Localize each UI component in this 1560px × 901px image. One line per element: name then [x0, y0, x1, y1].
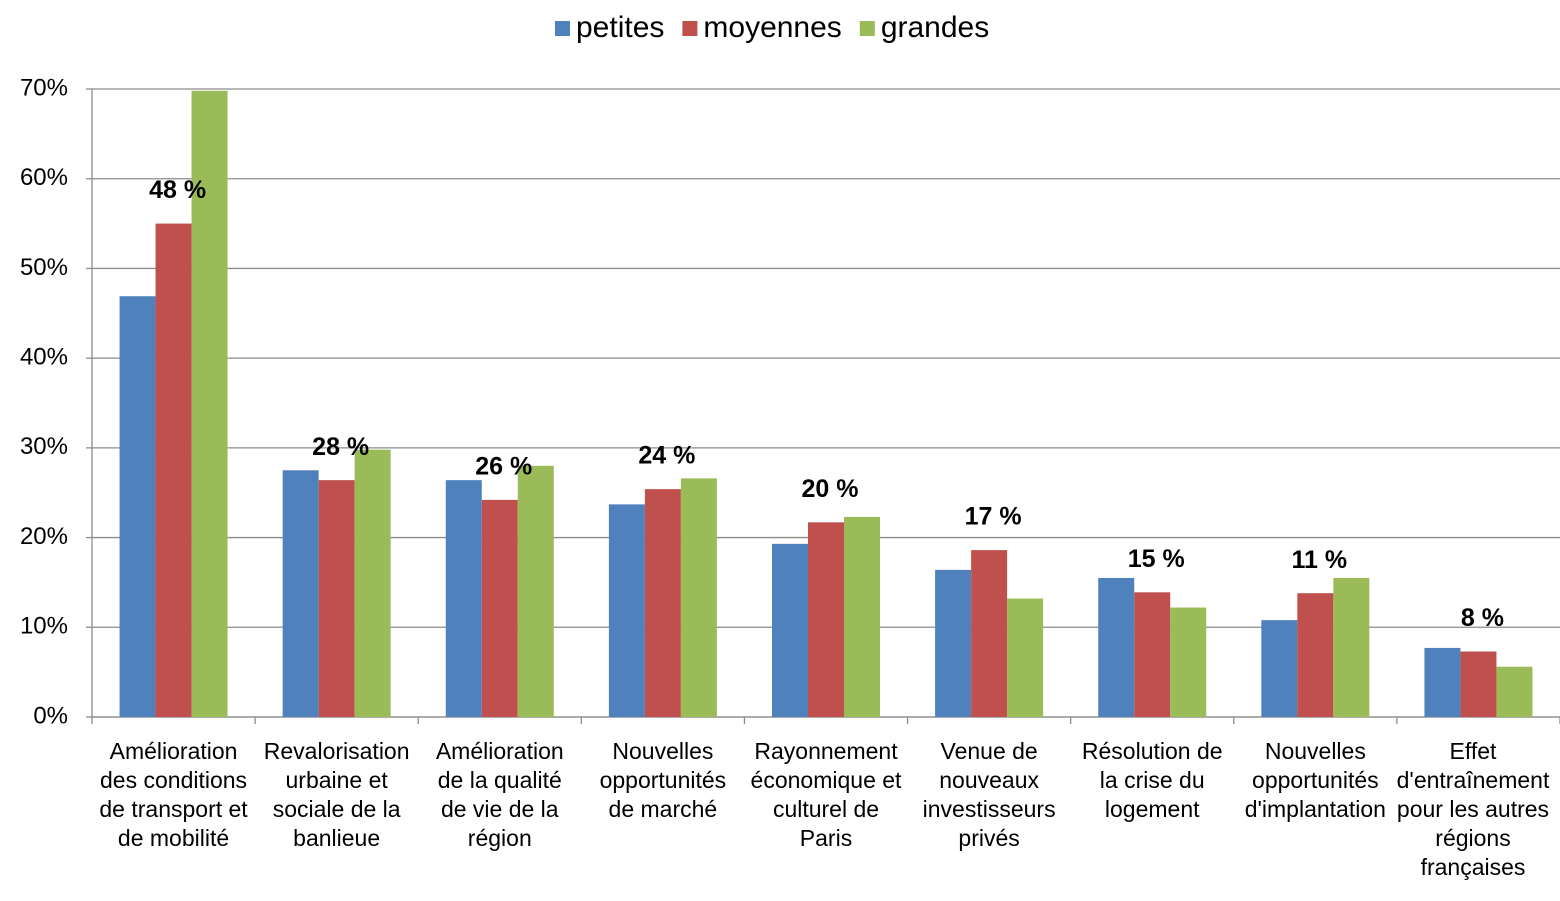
bar: [282, 470, 319, 717]
bar: [318, 480, 355, 717]
bar: [119, 296, 156, 717]
annotation: 28 %: [312, 433, 369, 461]
bar: [808, 522, 844, 717]
annotation: 20 %: [802, 475, 859, 503]
bar: [155, 223, 192, 718]
bar: [445, 480, 482, 717]
bar: [1333, 577, 1370, 717]
bar: [680, 478, 717, 717]
x-tick-label: Nouvelles opportunités de marché: [599, 738, 727, 822]
x-tick-label: Revalorisation urbaine et sociale de la …: [263, 738, 410, 851]
bar: [935, 569, 972, 717]
legend-swatch: [555, 21, 570, 36]
legend-swatch: [682, 21, 698, 36]
x-tick-label: Amélioration de la qualité de vie de la …: [435, 738, 564, 851]
legend-label: grandes: [881, 11, 989, 44]
annotation: 24 %: [638, 442, 695, 470]
x-tick-label: Venue de nouveaux investisseurs privés: [922, 738, 1056, 851]
y-tick-label: 30%: [20, 433, 68, 460]
y-tick-label: 10%: [20, 613, 68, 640]
x-tick-label: Résolution de la crise du logement: [1081, 738, 1223, 822]
legend-label: petites: [576, 11, 664, 44]
y-tick-label: 0%: [33, 702, 68, 729]
x-tick-label: Rayonnement économique et culturel de Pa…: [750, 738, 902, 851]
legend-swatch: [859, 21, 875, 36]
bar: [1134, 592, 1171, 717]
x-tick-label: Nouvelles opportunités d'implantation: [1244, 738, 1386, 822]
annotation: 48 %: [149, 176, 206, 204]
bar: [517, 465, 554, 717]
y-tick-label: 60%: [20, 164, 68, 191]
bar: [608, 504, 645, 717]
legend-label: moyennes: [703, 11, 841, 44]
annotation: 17 %: [965, 503, 1022, 531]
bar: [1496, 666, 1533, 717]
bar: [971, 550, 1008, 717]
bar: [1007, 598, 1044, 717]
annotation: 11 %: [1292, 546, 1348, 574]
x-tick-label: Amélioration des conditions de transport…: [99, 738, 248, 851]
bar: [772, 543, 808, 717]
annotation: 26 %: [475, 453, 532, 481]
annotation: 15 %: [1128, 545, 1185, 573]
y-tick-label: 70%: [20, 74, 68, 101]
bar: [644, 489, 681, 717]
y-tick-label: 20%: [20, 523, 68, 550]
bar: [1460, 651, 1497, 717]
y-tick-label: 50%: [20, 254, 68, 281]
bar: [1297, 593, 1334, 717]
bar: [1170, 607, 1207, 717]
bar: [1261, 620, 1298, 717]
annotation: 8 %: [1461, 604, 1504, 632]
bar: [481, 499, 518, 717]
bar: [1424, 647, 1461, 717]
bar: [844, 516, 880, 717]
y-tick-label: 40%: [20, 343, 68, 370]
x-tick-label: Effet d'entraînement pour les autres rég…: [1396, 738, 1550, 880]
bar: [354, 449, 391, 717]
bar: [191, 90, 228, 717]
bar: [1098, 577, 1135, 717]
